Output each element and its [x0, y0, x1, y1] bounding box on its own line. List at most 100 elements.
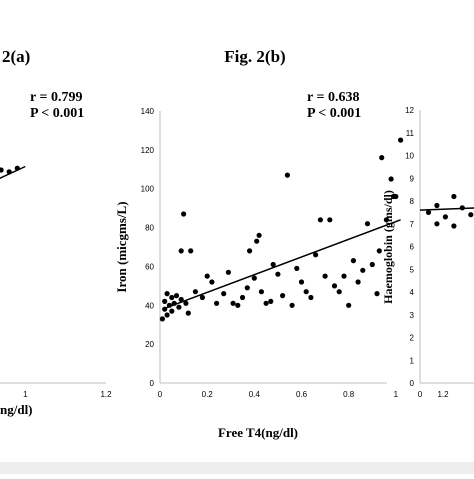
panel-b-data-point	[270, 261, 276, 268]
panel-c-y-tick-label: 11	[406, 129, 415, 138]
panel-b-y-tick-label: 20	[145, 340, 154, 349]
panel-c-y-tick-label: 12	[405, 106, 414, 115]
panel-c-y-tick-label: 0	[410, 379, 415, 388]
panel-b-y-label: Iron (micgms/L)	[114, 201, 129, 292]
panel-b-data-point	[235, 302, 241, 308]
panel-b-data-point	[284, 172, 290, 178]
panel-b: Fig. 2(b) r = 0.638 P < 0.001 0204060801…	[114, 47, 449, 440]
panel-b-title: Fig. 2(b)	[224, 47, 285, 66]
panel-b-data-point	[192, 289, 198, 295]
panel-b-data-point	[251, 275, 257, 281]
panel-b-x-ticks: 0 0.2 0.4 0.6 0.8 1 1.2	[158, 390, 449, 399]
panel-c-data-point	[425, 209, 432, 215]
panel-b-data-point	[322, 273, 328, 279]
panel-b-data-point	[221, 291, 227, 297]
panel-b-data-point	[275, 271, 281, 277]
panel-b-data-point	[181, 211, 187, 217]
panel-b-data-point	[327, 217, 333, 223]
panel-b-data-point	[393, 193, 399, 200]
panel-c-x-tick-label: 0	[418, 390, 423, 399]
panel-b-points	[159, 137, 404, 322]
panel-a-r-value: r = 0.799	[30, 90, 82, 105]
panel-b-data-point	[258, 289, 264, 295]
panel-b-data-point	[346, 302, 352, 308]
panel-c-y-tick-label: 8	[410, 197, 415, 206]
panel-b-data-point	[178, 296, 184, 303]
panel-b-x-tick-label: 0.6	[296, 390, 308, 399]
panel-b-data-point	[263, 300, 269, 306]
panel-b-x-tick-label: 0.8	[343, 390, 355, 399]
panel-b-data-point	[164, 291, 170, 297]
panel-a-data-point	[0, 167, 4, 173]
panel-c-y-tick-label: 4	[410, 288, 415, 297]
panel-a-x-tick-label: 1	[23, 390, 28, 399]
panel-b-data-point	[199, 294, 205, 301]
panel-a-x-label: ng/dl)	[0, 402, 33, 417]
panel-b-data-point	[176, 304, 182, 310]
panel-c-x-ticks: 00.2	[418, 390, 423, 399]
panel-c-data-point	[434, 221, 440, 227]
panel-b-data-point	[178, 248, 184, 254]
panel-b-data-point	[173, 293, 180, 299]
panel-b-data-point	[398, 137, 404, 143]
panel-b-trendline	[162, 219, 401, 310]
panel-b-data-point	[376, 248, 382, 254]
panel-c-y-tick-label: 7	[410, 220, 415, 229]
panel-b-data-point	[169, 294, 175, 301]
panel-b-r-value: r = 0.638	[307, 90, 359, 105]
panel-b-p-value: P < 0.001	[307, 106, 361, 121]
panel-b-x-tick-label: 0	[158, 390, 163, 399]
panel-b-data-point	[183, 300, 189, 306]
panel-a-p-value: P < 0.001	[30, 106, 84, 121]
panel-b-data-point	[313, 252, 319, 258]
panel-b-data-point	[214, 300, 220, 306]
panel-c-y-tick-label: 9	[410, 174, 415, 183]
panel-c-y-tick-label: 6	[410, 243, 415, 252]
panel-b-data-point	[280, 293, 286, 299]
panel-b-data-point	[164, 312, 170, 318]
panel-a-x-tick-label: 1.2	[100, 390, 112, 399]
panel-b-data-point	[209, 279, 215, 285]
bottom-strip	[0, 462, 474, 474]
panel-b-y-tick-label: 140	[141, 107, 155, 116]
panel-b-data-point	[169, 308, 175, 314]
panel-a-points	[0, 165, 20, 175]
panel-b-data-point	[188, 248, 194, 254]
panel-c-y-tick-label: 3	[410, 311, 415, 320]
panel-c-y-tick-label: 2	[410, 334, 415, 343]
panel-b-data-point	[254, 238, 260, 244]
panel-b-data-point	[369, 261, 375, 268]
panel-b-data-point	[162, 298, 168, 304]
panel-b-data-point	[374, 291, 380, 297]
panel-b-data-point	[204, 273, 210, 279]
panel-b-y-tick-label: 40	[145, 301, 154, 310]
panel-b-data-point	[294, 265, 300, 271]
panel-c-y-tick-label: 10	[405, 152, 414, 161]
panel-b-y-tick-label: 80	[145, 224, 154, 233]
panel-b-data-point	[388, 176, 394, 182]
panel-b-x-tick-label: 0.4	[249, 390, 261, 399]
panel-b-data-point	[364, 221, 371, 227]
panel-a-x-ticks: 0.811.2	[23, 390, 112, 399]
panel-b-data-point	[239, 294, 246, 301]
panel-a: 2(a) r = 0.799 P < 0.001 0.811.2 ng/dl)	[0, 47, 112, 417]
panel-b-data-point	[317, 217, 323, 223]
panel-b-y-tick-label: 120	[141, 146, 155, 155]
panel-b-data-point	[256, 232, 262, 238]
panel-b-data-point	[336, 289, 342, 295]
panel-b-data-point	[185, 310, 191, 316]
panel-b-data-point	[225, 269, 231, 275]
panel-c-data-point	[451, 193, 457, 200]
panel-b-x-tick-label: 0.2	[202, 390, 214, 399]
panel-b-data-point	[360, 267, 366, 273]
panel-c-points	[425, 193, 474, 229]
panel-b-data-point	[230, 300, 236, 306]
panel-a-title: 2(a)	[2, 47, 30, 66]
panel-b-y-tick-label: 100	[141, 185, 155, 194]
panel-b-data-point	[268, 298, 274, 304]
panel-c-data-point	[434, 202, 440, 209]
